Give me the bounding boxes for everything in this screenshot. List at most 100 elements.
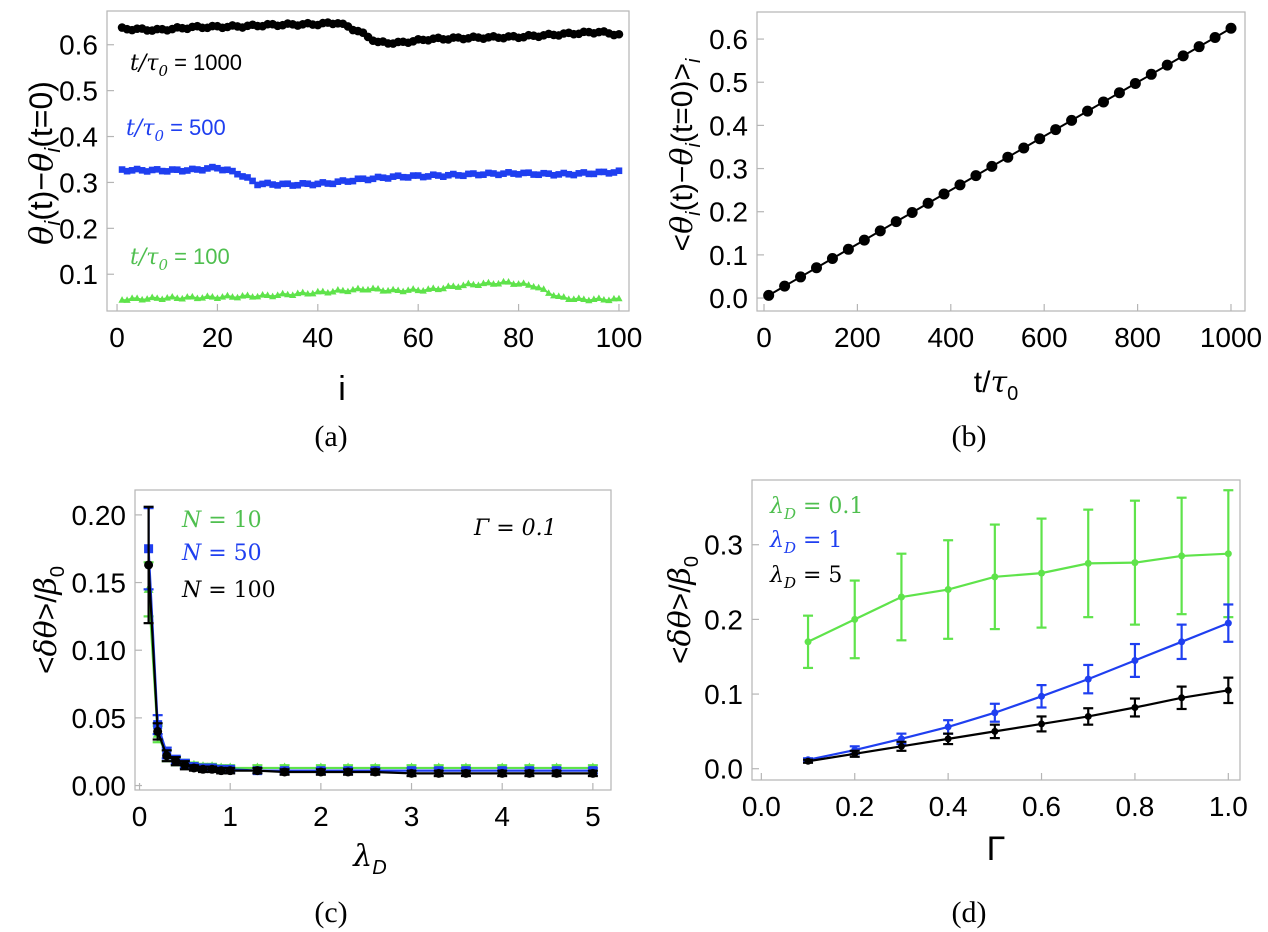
panel-a-point	[234, 170, 241, 178]
panel-a-point	[474, 281, 483, 288]
panel-a-point	[500, 170, 507, 177]
x-tick-label: 200	[834, 322, 881, 353]
panel-d-point	[1038, 720, 1046, 728]
panel-a-point	[560, 169, 568, 177]
panel-d-point	[851, 615, 859, 623]
panel-a-point	[284, 180, 291, 188]
panel-c-point	[225, 766, 235, 776]
x-tick-label: 4	[494, 801, 510, 832]
panel-a-point	[178, 167, 186, 175]
x-tick-label: 1.0	[1209, 791, 1248, 822]
panel-a-point	[519, 279, 528, 286]
panel-a-point	[284, 290, 292, 298]
panel-a-point	[404, 174, 412, 181]
panel-a-point	[329, 180, 337, 188]
panel-c-point	[180, 760, 190, 770]
panel-a-point	[409, 285, 417, 292]
panel-a-caption: (a)	[314, 420, 347, 453]
panel-a-point	[369, 284, 377, 292]
x-tick-label: 3	[404, 801, 420, 832]
panel-a-point	[530, 171, 537, 178]
panel-a-point	[244, 174, 251, 181]
panel-d-xlabel: Γ	[987, 830, 1006, 868]
panel-a-point	[595, 168, 603, 176]
y-tick-label: 0.4	[709, 110, 748, 141]
panel-c-point	[461, 768, 471, 778]
panel-d-point	[1084, 675, 1092, 683]
panel-d-series-line	[807, 689, 1229, 763]
panel-c-point	[280, 767, 290, 777]
panel-a-point	[208, 293, 217, 300]
panel-a-point	[535, 171, 542, 179]
y-tick-label: 0.20	[72, 500, 127, 531]
panel-a-point	[133, 294, 141, 301]
panel-a-point	[359, 175, 367, 183]
y-tick-label: 0.4	[59, 122, 98, 153]
panel-a-point	[374, 173, 382, 181]
panel-a-point	[424, 173, 432, 180]
panel-a-point	[184, 167, 191, 174]
panel-d-point	[1224, 619, 1232, 627]
panel-a-point	[455, 172, 462, 179]
panel-a-point	[344, 287, 352, 295]
panel-a-point	[229, 167, 236, 175]
panel-a-point	[585, 170, 593, 178]
panel-a-point	[314, 180, 322, 188]
panel-a-point	[600, 295, 608, 303]
panel-b-xlabel: t/τ0	[974, 365, 1018, 405]
panel-a-point	[158, 167, 166, 175]
panel-b-point	[1225, 22, 1237, 34]
panel-a-point	[535, 283, 543, 291]
panel-d-point	[944, 586, 952, 594]
panel-a-point	[464, 279, 473, 287]
panel-a-point	[520, 169, 527, 177]
panel-b-point	[1018, 142, 1030, 154]
x-tick-label: 20	[202, 322, 233, 353]
panel-d-point	[1224, 686, 1232, 694]
panel-d-point	[897, 593, 905, 601]
panel-a-point	[309, 181, 317, 189]
panel-a-label-500: t/τ0 = 500	[126, 115, 226, 145]
panel-c-series-line	[147, 564, 593, 775]
panel-a-point	[590, 170, 598, 178]
panel-a-point	[319, 287, 327, 295]
y-tick-label: 0.3	[709, 154, 748, 185]
panel-a-point	[264, 179, 271, 187]
panel-a-point	[153, 166, 161, 173]
panel-a-point	[484, 278, 493, 286]
panel-a-point	[605, 170, 613, 177]
panel-a-point	[188, 292, 196, 300]
panel-a-point	[459, 281, 467, 289]
panel-a-point	[560, 293, 568, 300]
panel-a-point	[339, 177, 347, 184]
y-tick-label: 0.2	[709, 197, 748, 228]
panel-a-point	[479, 279, 488, 287]
panel-b-point	[874, 225, 886, 237]
panel-a-point	[214, 164, 221, 172]
panel-a-point	[580, 169, 588, 176]
panel-a-point	[359, 285, 367, 293]
panel-c-point	[434, 768, 444, 778]
panel-a-point	[314, 287, 322, 295]
panel-a-point	[450, 170, 457, 178]
panel-a-point	[269, 181, 276, 188]
panel-a-point	[289, 291, 297, 298]
x-tick-label: 0.4	[929, 791, 968, 822]
x-tick-label: 100	[596, 322, 643, 353]
panel-b-series-line	[768, 27, 1232, 297]
x-tick-label: 400	[927, 322, 974, 353]
panel-d-frame	[751, 479, 1241, 781]
panel-a-point	[279, 180, 286, 188]
panel-d-point	[897, 735, 905, 743]
panel-a-point	[349, 177, 357, 185]
panel-b-point	[922, 197, 934, 209]
panel-a-point	[394, 286, 402, 294]
panel-c-point	[370, 767, 380, 777]
panel-a-point	[615, 167, 623, 175]
panel-a-point	[118, 296, 126, 303]
y-tick-label: 0.0	[709, 283, 748, 314]
panel-a-point	[525, 169, 532, 176]
panel-a-point	[494, 279, 503, 287]
panel-d-series-line	[807, 622, 1229, 761]
panel-a-point	[219, 166, 226, 174]
